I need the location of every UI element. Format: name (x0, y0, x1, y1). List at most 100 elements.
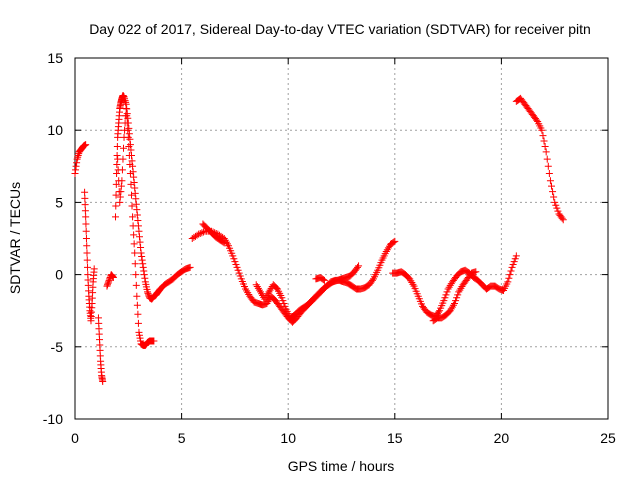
data-point (258, 290, 266, 298)
data-point (193, 231, 201, 239)
data-point (548, 182, 556, 190)
data-point (113, 160, 121, 168)
data-point (255, 286, 263, 294)
data-point (103, 282, 111, 290)
data-point (72, 166, 80, 174)
data-point (90, 265, 98, 273)
data-point (121, 95, 129, 103)
data-point (278, 294, 286, 302)
data-point (368, 276, 376, 284)
data-point (150, 337, 158, 345)
data-point (74, 151, 82, 159)
data-point (116, 198, 124, 206)
data-point (84, 263, 92, 271)
series-s12 (429, 268, 480, 325)
data-point (233, 263, 241, 271)
data-point (244, 289, 252, 297)
data-point (112, 180, 120, 188)
data-point (281, 302, 289, 310)
data-point (355, 262, 363, 270)
data-point (549, 188, 557, 196)
data-point (553, 204, 561, 212)
data-point (117, 188, 125, 196)
data-point (545, 170, 553, 178)
series-s1 (71, 141, 90, 178)
data-point (546, 177, 554, 185)
y-tick-label: 5 (55, 194, 63, 210)
data-point (447, 305, 455, 313)
data-point (444, 285, 452, 293)
data-point (266, 286, 274, 294)
data-point (229, 252, 237, 260)
data-point (135, 233, 143, 241)
data-point (72, 162, 80, 170)
data-points (71, 92, 567, 385)
data-point (109, 273, 117, 281)
data-point (105, 278, 113, 286)
data-point (132, 281, 140, 289)
x-tick-label: 10 (280, 430, 296, 446)
data-point (117, 182, 125, 190)
data-point (126, 160, 134, 168)
data-point (279, 297, 287, 305)
data-point (145, 291, 153, 299)
data-point (254, 284, 262, 292)
data-point (265, 288, 273, 296)
data-point (408, 279, 416, 287)
data-point (391, 237, 399, 245)
data-point (136, 238, 144, 246)
data-point (132, 195, 140, 203)
data-point (455, 288, 463, 296)
data-point (457, 284, 465, 292)
axis-ticks: 0 5 10 15 20 25 -10 -5 0 5 10 15 (43, 50, 616, 446)
data-point (551, 198, 559, 206)
data-point (125, 130, 133, 138)
data-point (543, 155, 551, 163)
x-axis-label: GPS time / hours (288, 458, 395, 474)
data-point (71, 170, 79, 178)
data-point (472, 268, 480, 276)
data-point (450, 299, 458, 307)
data-point (127, 146, 135, 154)
data-point (135, 331, 143, 339)
data-point (139, 263, 147, 271)
data-point (540, 137, 548, 145)
data-point (442, 291, 450, 299)
data-point (263, 292, 271, 300)
data-point (264, 290, 272, 298)
data-point (446, 307, 454, 315)
data-point (126, 170, 134, 178)
data-point (198, 229, 206, 237)
data-point (116, 193, 124, 201)
data-point (125, 142, 133, 150)
data-point (81, 201, 89, 209)
data-point (82, 141, 90, 149)
series-s5 (112, 92, 194, 303)
data-point (83, 249, 91, 257)
data-point (136, 334, 144, 342)
data-point (133, 301, 141, 309)
data-point (119, 155, 127, 163)
y-tick-label: 15 (47, 50, 63, 66)
data-point (113, 151, 121, 159)
data-point (262, 293, 270, 301)
data-point (108, 272, 116, 280)
data-point (127, 191, 135, 199)
data-point (506, 271, 514, 279)
data-point (135, 227, 143, 235)
data-point (81, 194, 89, 202)
data-point (125, 151, 133, 159)
data-point (263, 299, 271, 307)
data-point (550, 193, 558, 201)
data-point (449, 301, 457, 309)
data-point (140, 267, 148, 275)
data-point (130, 240, 138, 248)
data-point (83, 256, 91, 264)
data-point (83, 242, 91, 250)
data-point (510, 258, 518, 266)
data-point (508, 263, 516, 271)
data-point (554, 207, 562, 215)
series-s11 (389, 252, 520, 320)
data-point (505, 274, 513, 282)
data-point (81, 188, 89, 196)
